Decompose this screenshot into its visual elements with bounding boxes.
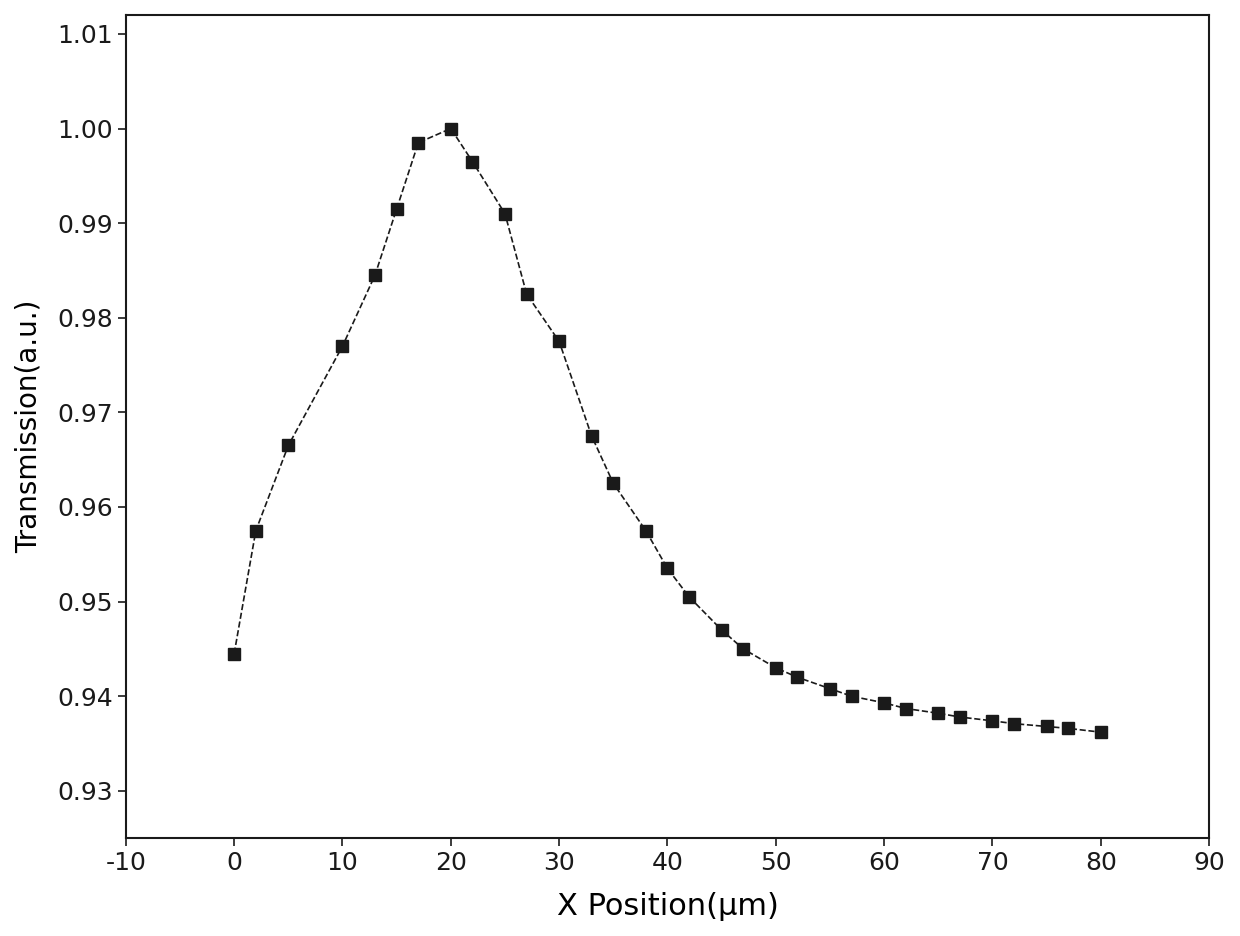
- Y-axis label: Transmission(a.u.): Transmission(a.u.): [15, 300, 43, 553]
- X-axis label: X Position(μm): X Position(μm): [557, 892, 779, 921]
